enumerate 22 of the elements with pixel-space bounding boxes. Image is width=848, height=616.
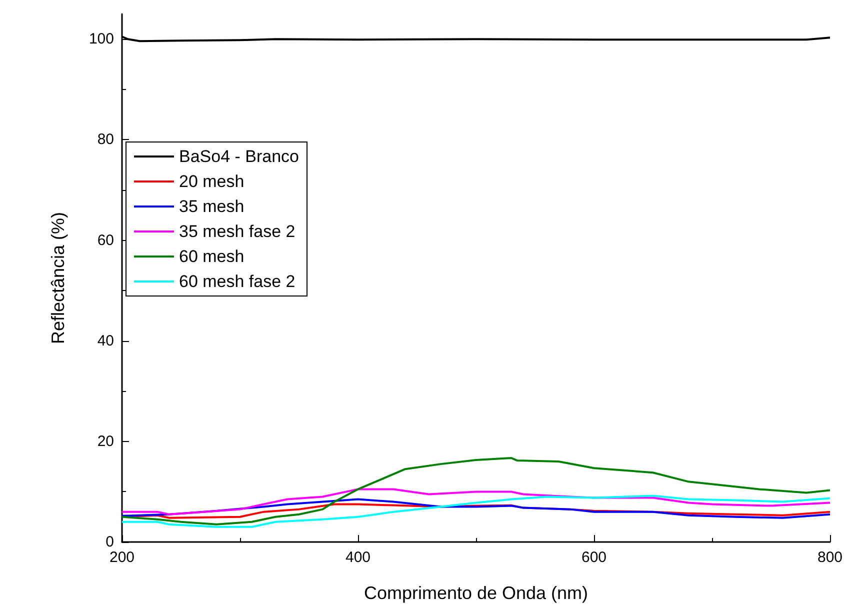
y-tick-label: 40: [97, 332, 114, 350]
line-series: [121, 457, 831, 526]
x-tick-label: 800: [817, 549, 843, 566]
legend-label: 60 mesh fase 2: [179, 272, 296, 291]
legend-label: 60 mesh: [179, 247, 244, 266]
legend-label: 35 mesh fase 2: [179, 222, 296, 241]
legend-label: 35 mesh: [179, 197, 244, 216]
line-series: [121, 498, 831, 519]
legend-label: BaSo4 - Branco: [179, 147, 300, 166]
line-series: [121, 494, 831, 528]
x-axis-title: Comprimento de Onda (nm): [364, 583, 588, 603]
x-tick-label: 400: [345, 549, 371, 566]
y-tick-label: 0: [106, 534, 114, 550]
y-axis-title: Reflectância (%): [48, 212, 68, 344]
x-tick-label: 600: [581, 549, 607, 566]
x-tick-label: 200: [109, 549, 135, 566]
legend-label: 20 mesh: [179, 172, 244, 191]
y-tick-label: 100: [88, 30, 114, 48]
y-tick-label: 80: [97, 131, 114, 148]
y-tick-label: 20: [97, 432, 114, 450]
line-series: [121, 488, 831, 516]
y-tick-label: 60: [97, 232, 114, 249]
